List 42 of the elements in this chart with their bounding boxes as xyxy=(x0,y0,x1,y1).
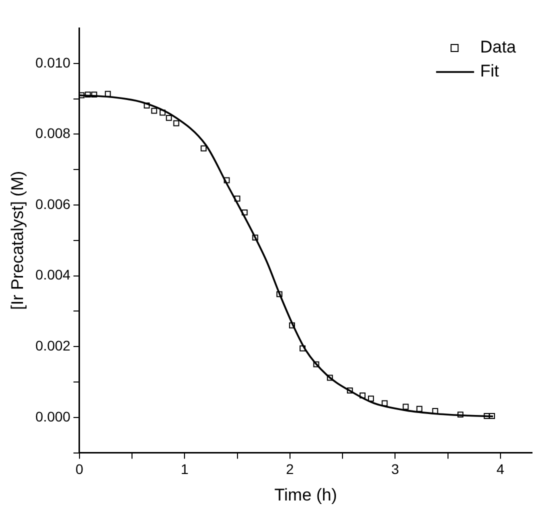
point xyxy=(368,396,374,402)
x-tick-label: 0 xyxy=(76,461,84,478)
point xyxy=(416,406,422,412)
y-tick-label: 0.008 xyxy=(35,125,71,142)
point xyxy=(289,322,296,328)
point xyxy=(402,404,409,410)
point xyxy=(276,291,282,298)
y-tick-label: 0.000 xyxy=(35,408,71,424)
point xyxy=(360,392,366,398)
point xyxy=(300,345,306,352)
x-tick-label: 2 xyxy=(286,461,294,478)
legend-label: Data xyxy=(480,38,517,57)
x-tick-label: 1 xyxy=(180,461,189,478)
x-tick-label: 4 xyxy=(496,461,505,478)
point xyxy=(166,114,172,121)
y-tick-label: 0.006 xyxy=(35,196,71,212)
point xyxy=(104,90,111,97)
point xyxy=(173,120,180,126)
point xyxy=(151,108,158,114)
point xyxy=(484,413,490,419)
point xyxy=(457,412,464,418)
point xyxy=(252,234,258,241)
point xyxy=(160,110,166,116)
point xyxy=(144,102,150,108)
point xyxy=(326,374,333,381)
y-tick-label: 0.010 xyxy=(35,54,71,70)
x-tick-label: 3 xyxy=(391,461,400,478)
point xyxy=(489,413,495,419)
point xyxy=(234,196,240,202)
point xyxy=(224,177,230,184)
y-tick-label: 0.004 xyxy=(35,266,71,283)
point xyxy=(382,400,388,406)
point xyxy=(84,92,91,98)
point xyxy=(346,388,353,394)
x-axis-title: Time (h) xyxy=(274,485,338,504)
point xyxy=(313,361,320,368)
legend-label: Fit xyxy=(480,62,500,81)
y-tick-label: 0.002 xyxy=(35,337,71,354)
point xyxy=(242,209,248,216)
point xyxy=(200,145,207,152)
y-axis-title: [Ir Precatalyst] (M) xyxy=(8,170,27,310)
point xyxy=(91,92,98,98)
